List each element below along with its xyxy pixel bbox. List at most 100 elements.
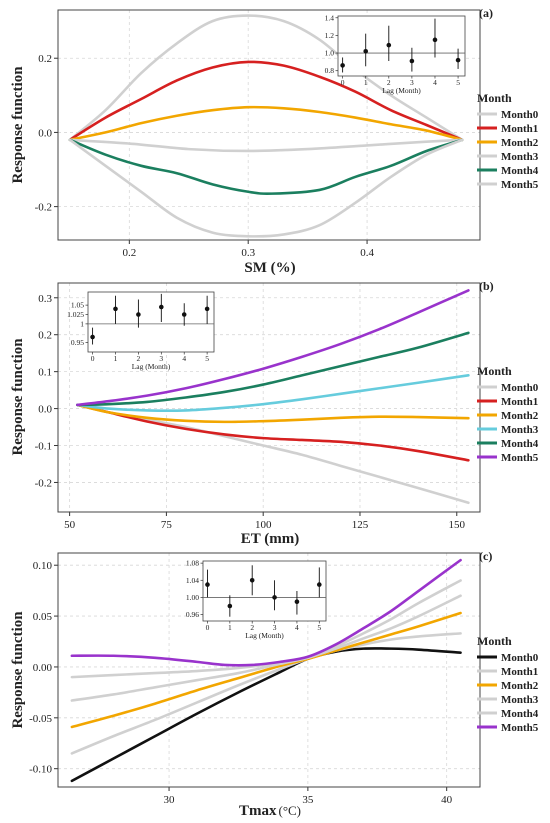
legend-item-label: Month1: [501, 123, 538, 135]
inset-x-tick-label: 3: [410, 78, 414, 87]
inset-x-tick-label: 0: [91, 354, 95, 363]
y-tick-label: 0.05: [33, 611, 53, 623]
inset-point: [455, 57, 461, 63]
series-line-month4: [68, 138, 464, 196]
inset-point: [316, 582, 322, 587]
series-line-month1: [68, 60, 464, 142]
inset-x-axis-label: Lag (Month): [382, 86, 421, 95]
x-tick-label: 0.2: [122, 247, 136, 259]
inset-y-tick-label: 1.025: [67, 310, 84, 319]
x-axis-label-unit: (°C): [278, 803, 301, 818]
panel-label: (a): [479, 6, 493, 20]
y-tick-label: 0.1: [38, 367, 52, 379]
inset-x-axis-label: Lag (Month): [132, 362, 171, 371]
inset-x-tick-label: 4: [433, 78, 437, 87]
series-line-month4: [76, 331, 470, 407]
inset-point: [113, 306, 118, 312]
legend-item-label: Month1: [501, 666, 538, 678]
chart-panel-2: 30 35 40 -0.10 -0.05 0.00 0.05 0.10 0 1 2 3 4 5 0.96 1.…: [10, 549, 539, 819]
inset-x-tick-label: 1: [228, 623, 232, 632]
legend-item-label: Month4: [501, 708, 539, 720]
legend-item-label: Month0: [501, 652, 539, 664]
inset-x-tick-label: 4: [182, 354, 186, 363]
legend-title: Month: [477, 364, 512, 378]
inset-x-tick-label: 2: [137, 354, 141, 363]
series-line-month5: [70, 558, 462, 667]
inset-point: [227, 603, 233, 609]
x-axis-label: SM (%): [244, 260, 295, 276]
inset-chart: 0 1 2 3 4 5 0.96 1.00 1.04 1.08 Lag (Month): [186, 559, 327, 640]
inset-y-tick-label: 1: [80, 319, 84, 328]
inset-point: [204, 306, 210, 312]
x-tick-label: 40: [441, 794, 453, 806]
plot-frame: [57, 9, 481, 241]
inset-point: [205, 582, 210, 587]
y-tick-label: 0.3: [38, 293, 52, 305]
legend-item-label: Month0: [501, 382, 539, 394]
legend-item-label: Month2: [501, 410, 539, 422]
legend-item-label: Month2: [501, 680, 539, 692]
inset-frame: [202, 560, 327, 622]
series-line-month3: [76, 374, 470, 413]
y-tick-label: -0.05: [29, 713, 52, 725]
inset-point: [294, 599, 300, 605]
x-axis-label-main: Tmax: [239, 803, 277, 819]
y-tick-label: 0.0: [38, 404, 52, 416]
x-axis-label: Tmax (°C): [239, 803, 301, 819]
inset-point: [272, 595, 277, 600]
inset-y-tick-label: 1.08: [186, 559, 199, 568]
inset-chart: 0 1 2 3 4 5 0.8 1.0 1.2 1.4 Lag (Month): [325, 13, 466, 95]
series-line-month5: [68, 138, 464, 238]
legend-item-label: Month3: [501, 151, 539, 163]
inset-point: [386, 42, 392, 48]
inset-x-tick-label: 3: [159, 354, 163, 363]
panel-label: (b): [479, 279, 494, 293]
inset-y-tick-label: 0.96: [186, 610, 199, 619]
series-line-month1: [76, 403, 470, 462]
inset-x-tick-label: 1: [364, 78, 368, 87]
legend-item-label: Month3: [501, 694, 539, 706]
inset-x-tick-label: 0: [206, 623, 210, 632]
panel-label: (c): [479, 549, 492, 563]
chart-panel-0: 0.2 0.3 0.4 -0.2 0.0 0.2 0 1 2 3 4 5 0.8 1.0 1.2 1.4 Lag…: [10, 6, 539, 276]
series-line-month5: [76, 289, 470, 407]
legend: Month Month0 Month1 Month2 Month3 Month4 Month…: [477, 91, 539, 191]
x-tick-label: 0.3: [241, 247, 255, 259]
inset-y-tick-label: 1.2: [325, 31, 335, 40]
plot-frame: [57, 282, 481, 513]
inset-point: [363, 48, 369, 54]
inset-x-tick-label: 0: [341, 78, 345, 87]
inset-point: [181, 312, 187, 317]
x-axis-label-main: ET (mm): [241, 531, 299, 547]
inset-frame: [337, 15, 466, 77]
y-tick-label: -0.1: [35, 441, 52, 453]
y-tick-label: 0.2: [38, 53, 52, 65]
series-line-month2: [76, 403, 470, 424]
inset-point: [340, 63, 345, 68]
x-tick-label: 75: [161, 519, 173, 531]
legend: Month Month0 Month1 Month2 Month3 Month4 Month…: [477, 634, 539, 734]
y-tick-label: -0.2: [35, 202, 52, 214]
y-tick-label: 0.00: [33, 662, 53, 674]
inset-x-tick-label: 4: [295, 623, 299, 632]
inset-point: [432, 37, 438, 43]
inset-x-tick-label: 1: [114, 354, 118, 363]
x-tick-label: 50: [64, 519, 76, 531]
y-tick-label: 0.0: [38, 127, 52, 139]
inset-point: [90, 334, 95, 340]
chart-panel-1: 50 75 100 125 150 -0.2 -0.1 0.0 0.1 0.2 0.3 0 1 2 3 4 5 0…: [10, 279, 539, 547]
inset-x-axis-label: Lag (Month): [245, 631, 284, 640]
legend-title: Month: [477, 634, 512, 648]
inset-frame: [87, 291, 215, 353]
inset-y-tick-label: 1.04: [186, 576, 199, 585]
legend-item-label: Month1: [501, 396, 538, 408]
inset-x-tick-label: 5: [456, 78, 460, 87]
inset-y-tick-label: 1.0: [325, 49, 335, 58]
legend-item-label: Month5: [501, 179, 539, 191]
inset-point: [409, 58, 415, 64]
y-axis-label: Response function: [10, 338, 26, 456]
inset-y-tick-label: 1.4: [325, 13, 335, 22]
inset-point: [249, 577, 255, 583]
inset-point: [136, 312, 141, 317]
